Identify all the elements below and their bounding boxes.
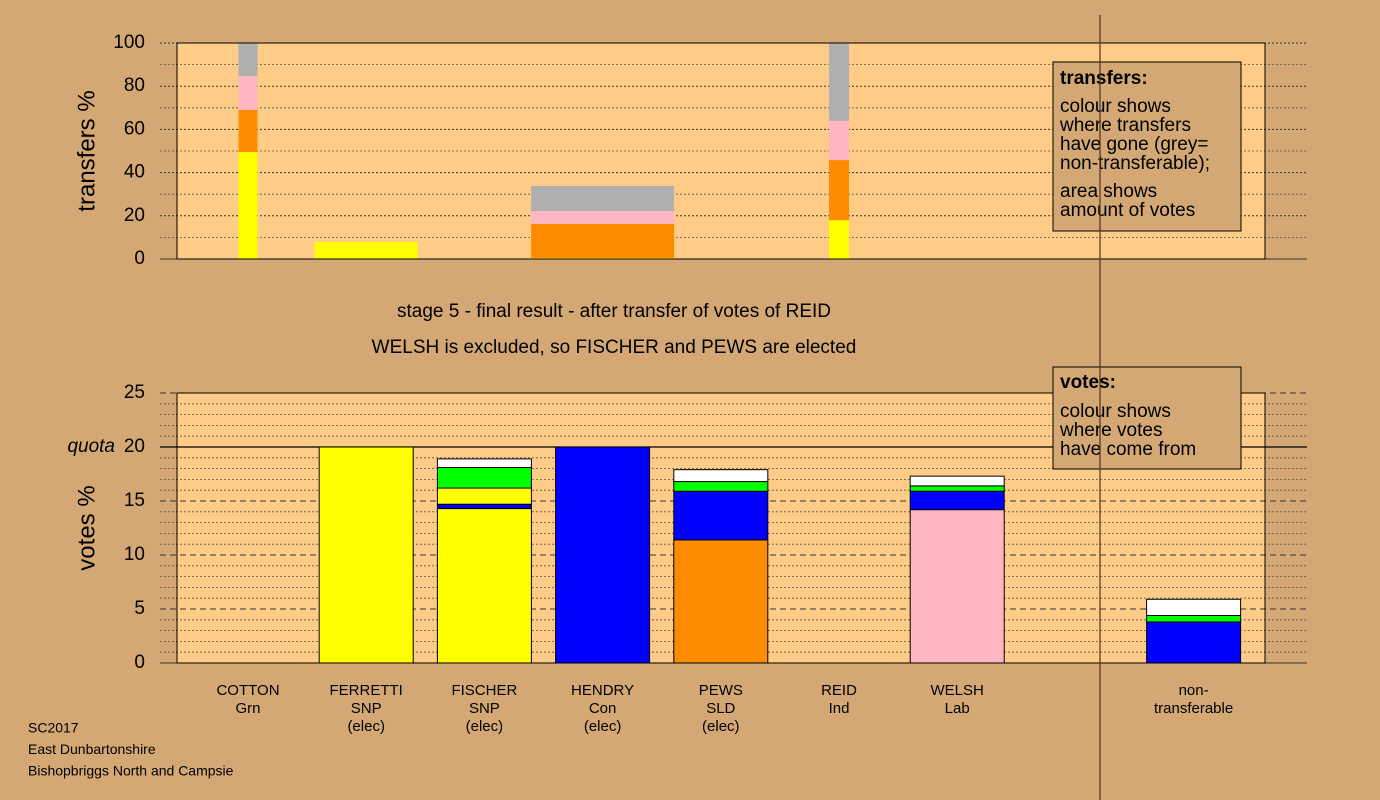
legend-box — [1052, 61, 1242, 232]
bar-segment — [531, 257, 675, 259]
quota-label: quota — [67, 436, 115, 457]
x-tick-label: Ind — [829, 700, 850, 717]
bar-segment — [673, 490, 769, 541]
y-tick-label: 0 — [134, 652, 145, 673]
bar-segment — [314, 241, 418, 259]
bar-segment — [829, 43, 849, 121]
footer-text: Bishopbriggs North and Campsie — [28, 763, 234, 779]
bar-segment — [1146, 598, 1242, 616]
y-tick-label: 80 — [124, 75, 145, 96]
footer-text: SC2017 — [28, 720, 79, 736]
bar-segment — [238, 152, 258, 259]
y-tick-label: 5 — [134, 598, 145, 619]
y-tick-label: 25 — [124, 382, 145, 403]
y-tick-label: 20 — [124, 205, 145, 226]
bar-segment — [436, 467, 532, 489]
chart-subtitle: WELSH is excluded, so FISCHER and PEWS a… — [372, 337, 857, 358]
bar-segment — [1146, 621, 1242, 664]
legend-title: votes: — [1060, 372, 1116, 393]
x-tick-label: Lab — [945, 700, 970, 717]
x-tick-label: transferable — [1154, 700, 1233, 717]
legend-text: where transfers — [1059, 115, 1191, 136]
x-tick-label: SNP — [351, 700, 382, 717]
legend-text: non-transferable); — [1060, 153, 1210, 174]
bar-segment — [318, 446, 414, 664]
bar-segment — [531, 224, 675, 258]
x-tick-label: PEWS — [699, 682, 743, 699]
bar-segment — [238, 43, 258, 77]
x-tick-label: COTTON — [216, 682, 279, 699]
y-tick-label: 10 — [124, 544, 145, 565]
bar-segment — [436, 503, 532, 510]
legend-text: have come from — [1060, 439, 1196, 460]
x-tick-label: Con — [589, 700, 617, 717]
x-tick-label: Grn — [235, 700, 260, 717]
legend-text: colour shows — [1060, 96, 1171, 117]
bar-segment — [238, 109, 258, 153]
x-tick-label: WELSH — [931, 682, 984, 699]
bar-segment — [436, 487, 532, 505]
bar-segment — [531, 211, 675, 225]
y-axis-label: votes % — [73, 485, 100, 570]
legend-text: colour shows — [1060, 401, 1171, 422]
bar-segment — [909, 485, 1005, 492]
bar-segment — [909, 490, 1005, 511]
x-tick-label: HENDRY — [571, 682, 634, 699]
legend-text: have gone (grey= — [1060, 134, 1208, 155]
bar-segment — [673, 469, 769, 483]
bar-segment — [436, 508, 532, 664]
y-tick-label: 100 — [113, 32, 145, 53]
y-tick-label: 40 — [124, 162, 145, 183]
bar-segment — [531, 185, 675, 212]
bar-segment — [436, 458, 532, 469]
chart-title: stage 5 - final result - after transfer … — [397, 301, 831, 322]
x-tick-label: non- — [1179, 682, 1209, 699]
bar-segment — [673, 481, 769, 492]
x-tick-label: FERRETTI — [330, 682, 403, 699]
plot-border — [176, 392, 1266, 664]
bar-segment — [238, 76, 258, 110]
x-tick-label: (elec) — [466, 718, 504, 735]
x-tick-label: SNP — [469, 700, 500, 717]
footer-text: East Dunbartonshire — [28, 741, 156, 757]
y-tick-label: 0 — [134, 248, 145, 269]
y-tick-label: 60 — [124, 118, 145, 139]
bar-segment — [909, 509, 1005, 664]
bar-segment — [829, 120, 849, 161]
x-tick-label: REID — [821, 682, 857, 699]
x-tick-label: (elec) — [347, 718, 385, 735]
legend-text: amount of votes — [1060, 200, 1195, 221]
legend-text: area shows — [1060, 181, 1157, 202]
legend-text: where votes — [1059, 420, 1162, 441]
plot-border — [176, 42, 1266, 260]
bar-segment — [1146, 614, 1242, 623]
x-tick-label: FISCHER — [451, 682, 517, 699]
bar-segment — [555, 446, 651, 664]
legend-box — [1052, 366, 1242, 470]
y-tick-label: 20 — [124, 436, 145, 457]
bar-segment — [829, 160, 849, 221]
bar-segment — [909, 475, 1005, 487]
bar-segment — [673, 539, 769, 664]
x-tick-label: SLD — [706, 700, 735, 717]
x-tick-label: (elec) — [584, 718, 622, 735]
legend-title: transfers: — [1060, 68, 1148, 89]
x-tick-label: (elec) — [702, 718, 740, 735]
y-tick-label: 15 — [124, 490, 145, 511]
bar-segment — [829, 220, 849, 259]
y-axis-label: transfers % — [73, 90, 100, 211]
